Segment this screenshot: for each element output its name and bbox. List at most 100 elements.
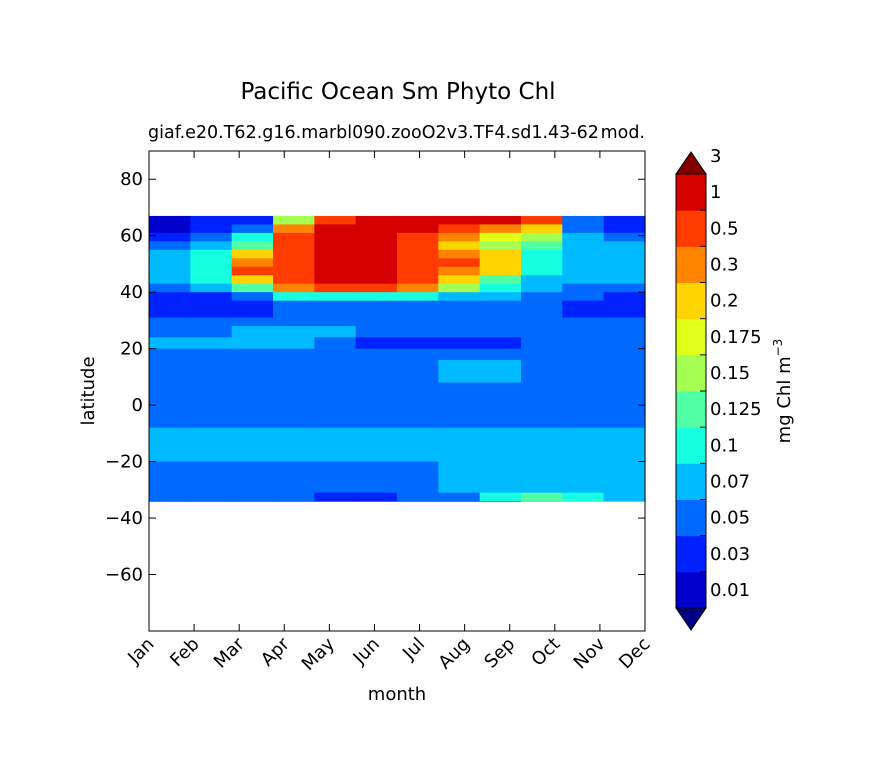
contour-cell — [438, 461, 481, 474]
contour-cell — [190, 258, 233, 268]
contour-cell — [149, 450, 191, 463]
contour-cell — [397, 393, 439, 406]
contour-cell — [438, 492, 481, 502]
contour-cell — [273, 461, 315, 474]
contour-cell — [521, 337, 563, 350]
contour-cell — [479, 275, 522, 285]
contour-cell — [190, 275, 233, 285]
contour-cell — [273, 405, 315, 418]
contour-cell — [190, 249, 233, 259]
contour-cell — [562, 427, 605, 440]
contour-cell — [521, 501, 563, 502]
contour-cell — [438, 317, 481, 327]
contour-cell — [355, 215, 398, 226]
colorbar: 0.01 0.03 0.05 0.07 0.1 0.125 0.15 0.175 0.2 0.3 0… — [675, 146, 762, 631]
contour-cell — [273, 439, 315, 451]
contour-cell — [562, 249, 605, 259]
contour-cell — [438, 416, 481, 429]
colorbar-segment — [676, 210, 706, 247]
contour-cell — [479, 241, 522, 251]
contour-field — [149, 215, 646, 502]
contour-cell — [314, 472, 357, 485]
contour-cell — [479, 416, 522, 429]
contour-cell — [562, 326, 605, 338]
contour-cell — [438, 309, 481, 319]
contour-cell — [479, 317, 522, 327]
contour-cell — [603, 232, 646, 242]
contour-cell — [149, 382, 191, 395]
contour-cell — [438, 371, 481, 384]
y-tick-label: −60 — [105, 565, 143, 586]
contour-cell — [190, 450, 233, 463]
colorbar-label: mg Chl m−3 — [771, 339, 795, 444]
contour-cell — [149, 416, 191, 429]
contour-cell — [190, 484, 233, 494]
contour-cell — [273, 292, 315, 302]
contour-cell — [149, 371, 191, 384]
y-tick-label: 80 — [120, 169, 143, 190]
contour-cell — [314, 224, 357, 234]
contour-cell — [603, 258, 646, 268]
contour-cell — [231, 427, 274, 440]
contour-cell — [231, 382, 274, 395]
contour-cell — [562, 224, 605, 234]
contour-cell — [190, 215, 233, 226]
x-tick-label: May — [298, 633, 339, 674]
contour-cell — [479, 326, 522, 338]
contour-cell — [562, 371, 605, 384]
contour-cell — [603, 337, 646, 350]
colorbar-level-label: 0.15 — [710, 363, 750, 384]
contour-cell — [479, 359, 522, 372]
contour-cell — [273, 317, 315, 327]
contour-cell — [149, 439, 191, 451]
contour-cell — [397, 371, 439, 384]
contour-cell — [314, 337, 357, 350]
contour-cell — [562, 450, 605, 463]
colorbar-level-label: 1 — [710, 182, 721, 203]
contour-cell — [190, 405, 233, 418]
contour-cell — [438, 232, 481, 242]
colorbar-level-label: 0.2 — [710, 291, 739, 312]
contour-cell — [521, 439, 563, 451]
contour-cell — [397, 337, 439, 350]
contour-cell — [479, 501, 522, 502]
contour-cell — [562, 405, 605, 418]
contour-cell — [479, 427, 522, 440]
contour-cell — [149, 405, 191, 418]
contour-cell — [479, 249, 522, 259]
contour-cell — [190, 393, 233, 406]
contour-cell — [149, 326, 191, 338]
contour-cell — [479, 292, 522, 302]
contour-cell — [314, 416, 357, 429]
contour-cell — [231, 359, 274, 372]
colorbar-segment — [676, 391, 706, 428]
contour-cell — [603, 275, 646, 285]
contour-cell — [190, 224, 233, 234]
contour-cell — [603, 393, 646, 406]
contour-cell — [397, 427, 439, 440]
contour-cell — [190, 317, 233, 327]
contour-cell — [603, 472, 646, 485]
contour-cell — [521, 405, 563, 418]
contour-cell — [273, 382, 315, 395]
contour-cell — [190, 359, 233, 372]
contour-cell — [438, 393, 481, 406]
contour-cell — [603, 215, 646, 226]
contour-cell — [521, 393, 563, 406]
colorbar-level-label: 3 — [710, 146, 721, 167]
contour-cell — [149, 317, 191, 327]
contour-cell — [397, 292, 439, 302]
contour-cell — [231, 224, 274, 234]
colorbar-segment — [676, 535, 706, 573]
contour-cell — [438, 275, 481, 285]
contour-cell — [149, 348, 191, 361]
x-tick-label: Dec — [615, 634, 654, 673]
contour-cell — [314, 275, 357, 285]
contour-cell — [479, 371, 522, 384]
contour-cell — [438, 283, 481, 293]
contour-cell — [273, 501, 315, 502]
contour-cell — [603, 326, 646, 338]
contour-cell — [521, 416, 563, 429]
contour-cell — [355, 359, 398, 372]
contour-cell — [438, 258, 481, 268]
